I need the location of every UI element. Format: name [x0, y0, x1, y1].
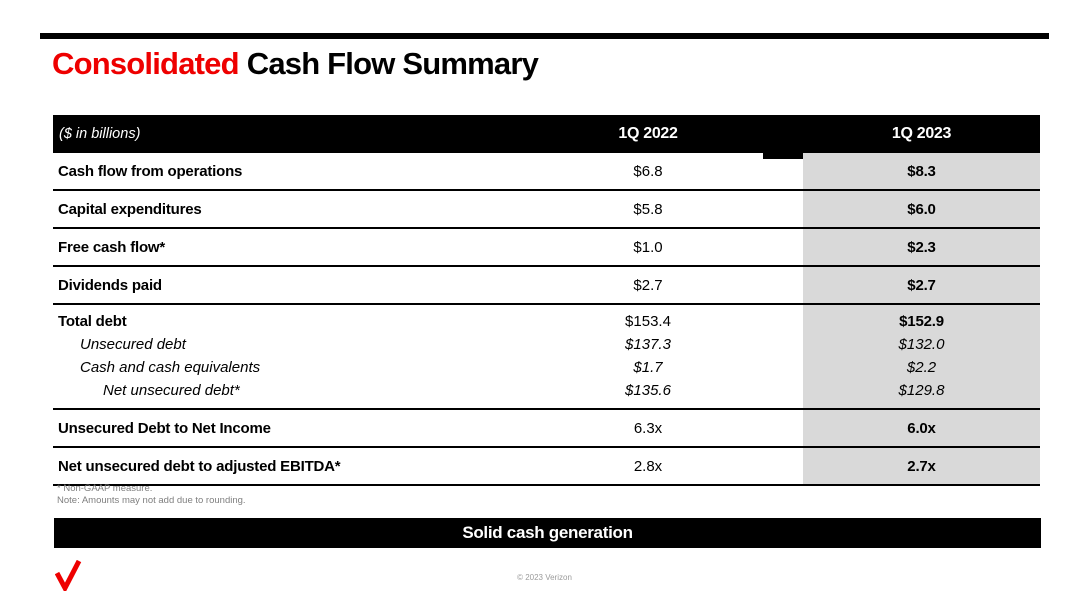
- top-rule: [40, 33, 1049, 39]
- value-1q2023-text: $8.3: [907, 162, 936, 180]
- value-1q2023-text: $129.8: [898, 382, 945, 399]
- table-row: Total debt Unsecured debt Cash and cash eq…: [53, 305, 1040, 410]
- value-1q2022: $6.8: [493, 153, 803, 189]
- table-row: Unsecured Debt to Net Income 6.3x 6.0x: [53, 410, 1040, 448]
- row-label-text: Unsecured debt: [80, 336, 186, 353]
- value-1q2023: 2.7x: [803, 448, 1040, 484]
- value-1q2022: $1.0: [493, 229, 803, 265]
- value-1q2022-text: $1.0: [633, 238, 663, 256]
- row-label: Capital expenditures: [53, 191, 493, 227]
- takeaway-banner-text: Solid cash generation: [462, 523, 633, 542]
- row-label-text: Capital expenditures: [58, 200, 202, 218]
- row-label-text: Total debt: [58, 313, 127, 330]
- row-label-text: Net unsecured debt*: [103, 382, 240, 399]
- footnote-non-gaap: * Non-GAAP measure.: [57, 483, 153, 494]
- table-row: Free cash flow* $1.0 $2.3: [53, 229, 1040, 267]
- value-1q2023: 6.0x: [803, 410, 1040, 446]
- footnote-rounding: Note: Amounts may not add due to roundin…: [57, 494, 246, 506]
- row-label-text: Cash flow from operations: [58, 162, 243, 180]
- footnotes: * Non-GAAP measure. Note: Amounts may no…: [57, 483, 246, 506]
- value-1q2022: 6.3x: [493, 410, 803, 446]
- value-1q2022-text: $137.3: [625, 336, 671, 353]
- value-1q2022: $2.7: [493, 267, 803, 303]
- page-title-highlight: Consolidated: [52, 46, 240, 81]
- table-header-1q2023: 1Q 2023: [891, 125, 952, 142]
- verizon-checkmark-icon: [54, 559, 82, 596]
- header-notch: [763, 153, 803, 159]
- table-header-row: ($ in billions) 1Q 2022 1Q 2023: [53, 115, 1040, 159]
- table-row: Dividends paid $2.7 $2.7: [53, 267, 1040, 305]
- value-1q2023-text: $2.3: [907, 238, 936, 256]
- table-header-unit-label: ($ in billions): [59, 126, 141, 142]
- value-1q2022-text: $153.4: [625, 313, 671, 330]
- value-1q2023: $8.3: [803, 153, 1040, 189]
- row-label-text: Cash and cash equivalents: [80, 359, 261, 376]
- value-1q2022-text: 6.3x: [633, 419, 663, 437]
- value-1q2023-text: 2.7x: [907, 457, 936, 475]
- table-row: Net unsecured debt to adjusted EBITDA* 2.…: [53, 448, 1040, 486]
- value-1q2023-text: 6.0x: [907, 419, 936, 437]
- page-title-rest: Cash Flow Summary: [246, 46, 539, 81]
- row-label: Net unsecured debt to adjusted EBITDA*: [53, 448, 493, 484]
- value-1q2023: $152.9 $132.0 $2.2 $129.8: [803, 305, 1040, 408]
- value-1q2023: $6.0: [803, 191, 1040, 227]
- value-1q2022-text: $5.8: [633, 200, 663, 218]
- row-label: Total debt Unsecured debt Cash and cash eq…: [53, 305, 493, 408]
- value-1q2023-text: $2.2: [906, 359, 937, 376]
- row-label-text: Net unsecured debt to adjusted EBITDA*: [58, 457, 341, 475]
- cash-flow-table: ($ in billions) 1Q 2022 1Q 2023 Cash flo…: [53, 115, 1040, 486]
- row-label-text: Unsecured Debt to Net Income: [58, 419, 271, 437]
- value-1q2023-text: $132.0: [898, 336, 945, 353]
- value-1q2022-text: $2.7: [633, 276, 663, 294]
- value-1q2022-text: $135.6: [625, 382, 671, 399]
- value-1q2023: $2.7: [803, 267, 1040, 303]
- value-1q2022-text: 2.8x: [633, 457, 663, 475]
- row-label: Cash flow from operations: [53, 153, 493, 189]
- row-label: Dividends paid: [53, 267, 493, 303]
- value-1q2023-text: $2.7: [907, 276, 936, 294]
- copyright-text: © 2023 Verizon: [517, 573, 572, 582]
- value-1q2023-text: $152.9: [899, 313, 944, 330]
- row-label: Free cash flow*: [53, 229, 493, 265]
- table-header-1q2022: 1Q 2022: [618, 125, 678, 142]
- value-1q2022: $5.8: [493, 191, 803, 227]
- row-label-text: Free cash flow*: [58, 238, 166, 256]
- value-1q2023: $2.3: [803, 229, 1040, 265]
- value-1q2022-text: $1.7: [633, 359, 663, 376]
- value-1q2023-text: $6.0: [907, 200, 936, 218]
- table-rows: Cash flow from operations $6.8 $8.3 Capital…: [53, 153, 1040, 486]
- table-row: Cash flow from operations $6.8 $8.3: [53, 153, 1040, 191]
- value-1q2022-text: $6.8: [633, 162, 663, 180]
- value-1q2022: 2.8x: [493, 448, 803, 484]
- row-label: Unsecured Debt to Net Income: [53, 410, 493, 446]
- takeaway-banner: Solid cash generation: [54, 518, 1041, 548]
- table-row: Capital expenditures $5.8 $6.0: [53, 191, 1040, 229]
- value-1q2022: $153.4 $137.3 $1.7 $135.6: [493, 305, 803, 408]
- row-label-text: Dividends paid: [58, 276, 162, 294]
- page-title: Consolidated Cash Flow Summary: [52, 46, 539, 82]
